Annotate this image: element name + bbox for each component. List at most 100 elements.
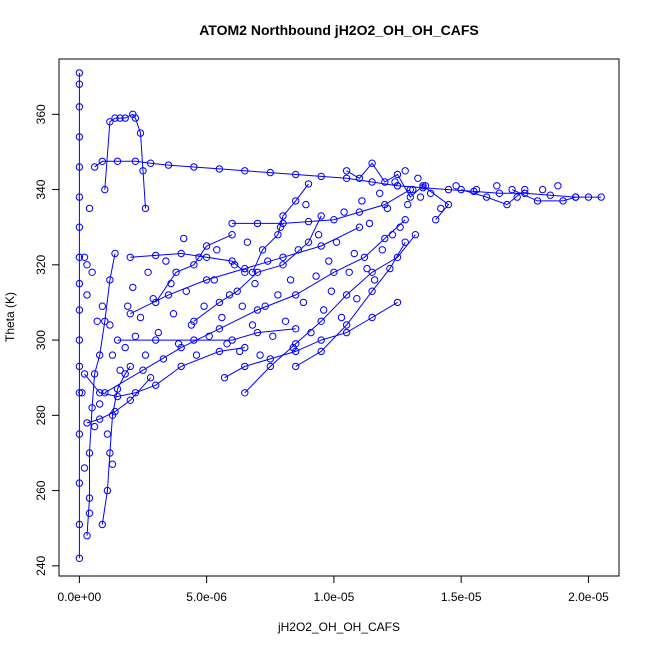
- data-point: [332, 238, 341, 246]
- data-point: [124, 302, 132, 310]
- data-point: [192, 351, 201, 359]
- series-line: [193, 215, 322, 322]
- series-line: [101, 366, 131, 525]
- data-point: [393, 298, 402, 307]
- data-point: [292, 340, 300, 348]
- data-point: [342, 174, 351, 183]
- data-point: [584, 193, 593, 201]
- x-tick-label: 0.0e+00: [58, 590, 102, 604]
- data-point: [129, 110, 137, 119]
- data-point: [269, 332, 277, 340]
- data-point: [572, 193, 580, 201]
- data-point: [314, 231, 323, 239]
- data-point: [437, 204, 445, 213]
- y-axis: 240 260 280 300 320 340 360: [34, 104, 60, 576]
- data-point: [215, 325, 224, 333]
- data-point: [538, 185, 547, 194]
- y-tick-label: 240: [34, 556, 48, 576]
- data-point: [98, 302, 107, 310]
- data-point: [139, 366, 147, 374]
- data-point: [376, 189, 384, 198]
- data-point: [411, 231, 420, 239]
- data-point: [103, 486, 112, 495]
- data-point: [381, 178, 389, 186]
- data-point: [88, 268, 96, 276]
- data-point: [126, 362, 135, 371]
- data-point: [75, 306, 84, 314]
- data-point: [264, 257, 272, 265]
- data-point: [546, 191, 554, 199]
- data-point: [289, 343, 297, 352]
- data-point: [75, 69, 84, 77]
- data-point: [521, 185, 529, 194]
- data-point: [126, 253, 135, 261]
- data-point: [241, 389, 249, 397]
- data-point: [253, 328, 262, 337]
- data-point: [220, 374, 229, 382]
- data-point: [96, 415, 104, 423]
- data-point: [388, 231, 397, 239]
- data-point: [368, 313, 376, 322]
- data-point: [401, 238, 409, 246]
- data-point: [190, 336, 198, 344]
- data-point: [236, 347, 244, 356]
- data-point: [202, 242, 211, 250]
- data-point: [266, 168, 274, 177]
- data-point: [88, 404, 96, 412]
- data-point: [279, 219, 287, 228]
- data-point: [75, 80, 84, 88]
- data-point: [83, 419, 91, 427]
- data-point: [495, 189, 504, 198]
- data-point: [113, 392, 122, 401]
- series-line: [397, 185, 602, 198]
- data-point: [85, 509, 94, 517]
- data-point: [286, 276, 295, 284]
- data-point: [292, 347, 300, 356]
- data-point: [238, 302, 247, 310]
- data-point: [75, 253, 84, 261]
- data-point: [279, 212, 287, 220]
- data-point: [256, 351, 264, 359]
- data-point: [202, 253, 211, 261]
- data-point: [85, 204, 94, 213]
- series-line: [224, 301, 398, 379]
- data-point: [75, 103, 84, 111]
- data-point: [457, 185, 465, 194]
- data-point: [190, 163, 198, 171]
- data-point: [406, 193, 414, 201]
- data-point: [292, 291, 300, 299]
- y-tick-label: 340: [34, 179, 48, 199]
- data-point: [83, 261, 91, 269]
- data-point: [111, 407, 119, 416]
- data-point: [292, 362, 300, 371]
- data-point: [327, 287, 336, 295]
- data-point: [152, 298, 160, 307]
- data-point: [304, 180, 313, 188]
- data-point: [121, 343, 129, 352]
- data-point: [342, 167, 351, 175]
- data-point: [80, 464, 89, 472]
- data-point: [225, 291, 234, 299]
- series-line: [346, 162, 450, 221]
- data-point: [401, 167, 409, 175]
- data-point: [342, 321, 351, 329]
- data-point: [152, 336, 160, 344]
- data-point: [152, 381, 160, 389]
- data-point: [355, 174, 364, 183]
- data-point: [340, 208, 348, 216]
- data-point: [75, 554, 84, 562]
- data-point: [393, 170, 402, 179]
- data-point: [330, 268, 338, 276]
- data-point: [139, 167, 147, 175]
- data-point: [129, 283, 137, 292]
- data-point: [177, 362, 185, 371]
- data-point: [223, 340, 231, 348]
- data-point: [202, 276, 211, 284]
- data-point: [383, 204, 392, 213]
- data-point: [355, 223, 364, 231]
- data-point: [75, 279, 84, 288]
- data-point: [75, 389, 84, 397]
- data-point: [317, 212, 325, 220]
- data-point: [152, 251, 160, 260]
- data-point: [258, 246, 267, 254]
